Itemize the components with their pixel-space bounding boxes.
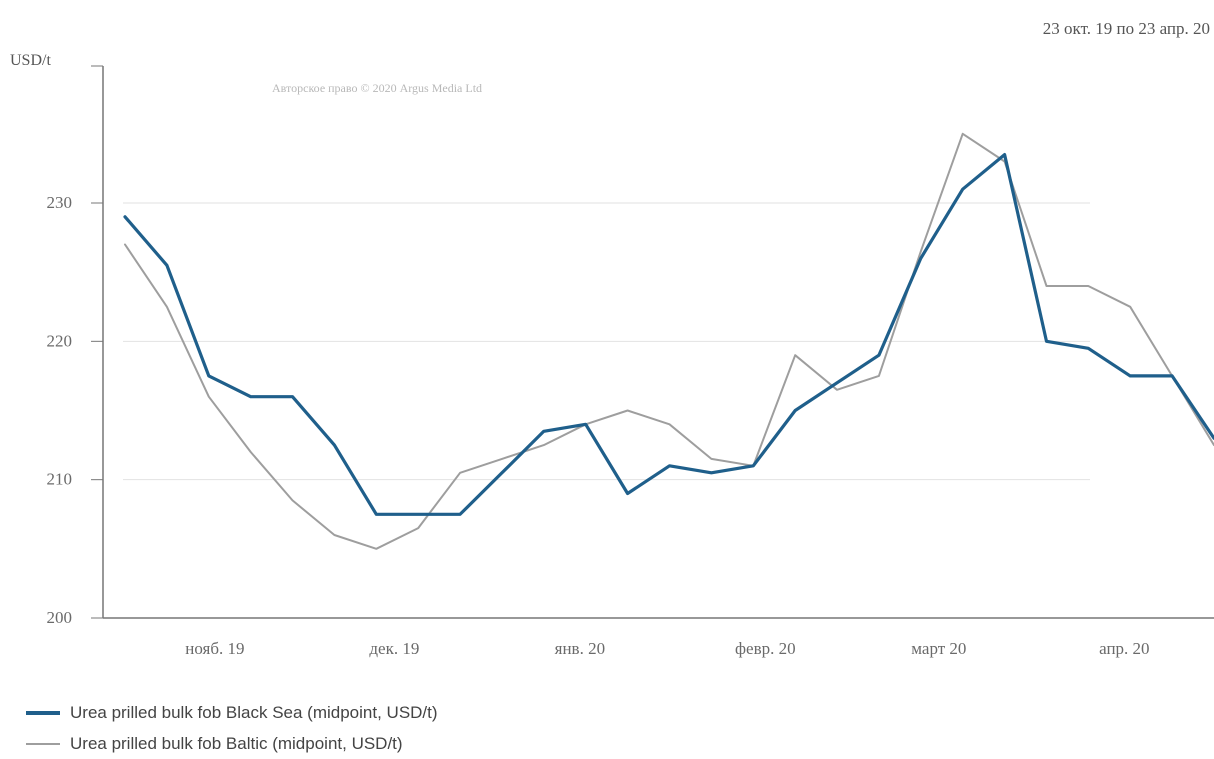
series-lines xyxy=(123,132,1214,550)
y-tick-label: 230 xyxy=(47,193,73,212)
grid-lines xyxy=(123,202,1090,481)
legend-label-baltic: Urea prilled bulk fob Baltic (midpoint, … xyxy=(70,733,403,753)
x-axis-ticks: нояб. 19 дек. 19 янв. 20 февр. 20 март 20 апр… xyxy=(185,639,1149,658)
legend-label-black-sea: Urea prilled bulk fob Black Sea (midpoin… xyxy=(70,702,438,722)
x-tick-label: март 20 xyxy=(911,639,966,658)
legend: Urea prilled bulk fob Black Sea (midpoin… xyxy=(26,697,438,759)
y-tick-label: 220 xyxy=(47,331,73,350)
y-axis-unit-label: USD/t xyxy=(10,52,51,69)
series-line-baltic xyxy=(124,132,1214,550)
series-line-black-sea xyxy=(123,153,1214,516)
legend-swatch-black-sea xyxy=(26,710,60,715)
legend-item-baltic: Urea prilled bulk fob Baltic (midpoint, … xyxy=(26,728,438,759)
y-tick-label: 200 xyxy=(47,608,73,627)
x-tick-label: апр. 20 xyxy=(1099,639,1149,658)
date-range-label: 23 окт. 19 по 23 апр. 20 xyxy=(1043,19,1210,38)
x-tick-label: янв. 20 xyxy=(555,639,605,658)
x-tick-label: нояб. 19 xyxy=(185,639,244,658)
x-tick-label: февр. 20 xyxy=(735,639,796,658)
copyright-watermark: Авторское право © 2020 Argus Media Ltd xyxy=(272,81,482,95)
y-tick-label: 210 xyxy=(47,470,73,489)
y-axis-ticks: 200 210 220 230 xyxy=(47,65,103,627)
x-tick-label: дек. 19 xyxy=(369,639,419,658)
legend-swatch-baltic xyxy=(26,742,60,745)
legend-item-black-sea: Urea prilled bulk fob Black Sea (midpoin… xyxy=(26,697,438,728)
